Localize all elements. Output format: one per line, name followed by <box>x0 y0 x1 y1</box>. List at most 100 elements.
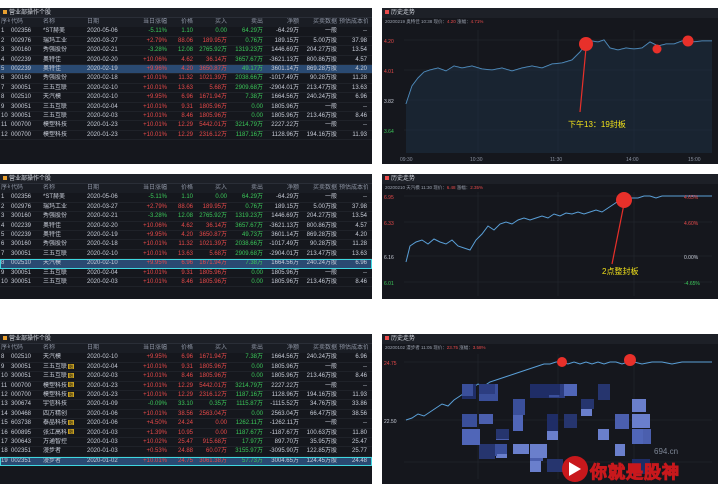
cell-n: 3 <box>0 212 10 220</box>
column-header[interactable]: 当日涨幅 <box>142 345 167 351</box>
table-row[interactable]: 4 002239 奥特佳 2020-02-20 +10.06% 4.62 36.14万 365… <box>0 222 372 231</box>
column-header[interactable]: 名称 <box>43 19 56 25</box>
table-row[interactable]: 17 300643 万通智控 2020-01-03 +10.02% 25.47 915.68… <box>0 438 372 448</box>
column-header[interactable]: 买入 <box>214 19 227 25</box>
table-row[interactable]: 15 603738 泰晶科技融 2020-01-06 +4.50% 24.24 0.00 12… <box>0 419 372 429</box>
table-row[interactable]: 11 000700 模塑科技 2020-01-23 +10.01% 12.29 5442.0… <box>0 121 372 131</box>
table-row[interactable]: 11 000700 模塑科技融 2020-01-23 +10.01% 12.29 5442.… <box>0 382 372 391</box>
cell-text: +10.01% <box>143 410 167 417</box>
table-row[interactable]: 9 300051 三五互联 2020-02-04 +10.01% 9.31 1805.96万… <box>0 103 372 112</box>
table-row[interactable]: 14 300468 四方精创 2020-01-06 +10.01% 38.56 2563.0… <box>0 410 372 420</box>
table-row[interactable]: 5 002239 奥特佳 2020-02-19 +9.95% 4.20 3650.87万 49… <box>0 231 372 241</box>
table-row[interactable]: 1 002356 *ST赫美 2020-05-06 -5.11% 1.10 0.00 64.2… <box>0 27 372 37</box>
table-row[interactable]: 10 300051 三五互联融 2020-02-03 +10.01% 8.46 1805.9… <box>0 372 372 382</box>
cell-text: 3650.87万 <box>199 231 227 238</box>
column-header[interactable]: 当日涨幅 <box>142 185 167 191</box>
table-row[interactable]: 9 300051 三五互联 2020-02-04 +10.01% 9.31 1805.96万… <box>0 269 372 278</box>
column-header[interactable]: 预估成本价 <box>339 19 368 25</box>
cell-text: 1805.96万 <box>199 103 227 110</box>
column-header[interactable]: 预估成本价 <box>339 345 368 351</box>
cell-text: 189.15万 <box>274 203 299 210</box>
cell-name: 瑞玛工业 <box>42 203 86 211</box>
column-header[interactable]: 卖出 <box>250 185 263 191</box>
table-row[interactable]: 4 002239 奥特佳 2020-02-20 +10.06% 4.62 36.14万 365… <box>0 56 372 65</box>
table-row[interactable]: 3 300160 秀强股份 2020-02-21 -3.28% 12.08 2765.92万… <box>0 46 372 56</box>
column-header[interactable]: 日期 <box>87 185 100 191</box>
column-header[interactable]: 序号 <box>1 19 10 25</box>
table-row[interactable]: 2 002976 瑞玛工业 2020-03-27 +2.79% 88.06 189.95万 0… <box>0 37 372 47</box>
cell-price: 12.08 <box>168 212 194 220</box>
table-row[interactable]: 2 002976 瑞玛工业 2020-03-27 +2.79% 88.06 189.95万 0… <box>0 203 372 213</box>
cell-sell: 17.97万 <box>228 438 264 446</box>
column-header[interactable]: 卖出 <box>250 345 263 351</box>
cell-text: 2020-01-03 <box>87 438 118 445</box>
cell-text: 000700 <box>11 382 32 389</box>
cell-text: 2020-03-27 <box>87 203 118 210</box>
column-header[interactable]: 日期 <box>87 345 100 351</box>
cell-text: -1115.52万 <box>270 401 299 408</box>
cell-text: -64.29万 <box>275 28 299 35</box>
table-row[interactable]: 3 300160 秀强股份 2020-02-21 -3.28% 12.08 2765.92万… <box>0 212 372 222</box>
cell-text: 13 <box>1 401 8 408</box>
column-header[interactable]: 代码 <box>11 185 24 191</box>
table-row[interactable]: 6 300160 秀强股份 2020-02-18 +10.01% 11.32 1021.39… <box>0 240 372 250</box>
cell-text: +10.01% <box>143 84 167 91</box>
table-row[interactable]: 10 300051 三五互联 2020-02-03 +10.01% 8.46 1805.96… <box>0 278 372 288</box>
cell-sell: 7.38万 <box>228 259 264 267</box>
column-header[interactable]: 名称 <box>43 345 56 351</box>
cell-text: 1187.16万 <box>235 391 263 398</box>
column-header[interactable]: 买入 <box>214 185 227 191</box>
cell-text: 2020-02-10 <box>87 250 118 257</box>
table-row[interactable]: 8 002510 天汽模 2020-02-10 +9.95% 6.96 1671.94万 7.… <box>0 353 372 363</box>
column-header[interactable]: 净额 <box>286 19 299 25</box>
cell-n: 10 <box>0 372 10 380</box>
column-header[interactable]: 卖出 <box>250 19 263 25</box>
table-row[interactable]: 8 002510 天汽模 2020-02-10 +9.95% 6.96 1671.94万 7.… <box>0 93 372 103</box>
cell-text: 2909.68万 <box>235 250 263 257</box>
table-row[interactable]: 12 000700 模塑科技 2020-01-23 +10.01% 12.29 2316.1… <box>0 131 372 141</box>
cell-text: 3657.67万 <box>235 222 263 229</box>
column-header[interactable]: 价格 <box>180 185 193 191</box>
table-row[interactable]: 7 300051 三五互联 2020-02-10 +10.01% 13.63 5.68万 29… <box>0 84 372 94</box>
cell-date: 2020-01-23 <box>86 382 130 390</box>
table-row[interactable]: 18 002351 漫步者 2020-01-03 +0.53% 24.88 60.07万 31… <box>0 447 372 457</box>
column-header[interactable]: 序号 <box>1 345 10 351</box>
table-row[interactable]: 6 300160 秀强股份 2020-02-18 +10.01% 11.32 1021.39… <box>0 74 372 84</box>
cell-chg: -3.28% <box>130 212 168 220</box>
column-header[interactable]: 日期 <box>87 19 100 25</box>
table-row[interactable]: 7 300051 三五互联 2020-02-10 +10.01% 13.63 5.68万 29… <box>0 250 372 260</box>
cell-text: 002510 <box>11 260 32 267</box>
table-row[interactable]: 9 300051 三五互联融 2020-02-04 +10.01% 9.31 1805.96… <box>0 363 372 373</box>
cell-text: *ST赫美 <box>43 194 66 201</box>
chart-annotation: 2点整封板 <box>602 267 639 276</box>
cell-price: 6.96 <box>168 259 194 267</box>
table-row[interactable]: 13 300674 宇信科技 2020-01-09 -0.09% 33.10 0.35万 11… <box>0 400 372 410</box>
column-header[interactable]: 价格 <box>180 19 193 25</box>
table-row[interactable]: 19 002351 漫步者 2020-01-02 +10.01% 24.75 3061.38… <box>0 456 372 467</box>
table-row[interactable]: 10 300051 三五互联 2020-02-03 +10.01% 8.46 1805.96… <box>0 112 372 122</box>
cell-chg: +2.79% <box>130 37 168 45</box>
table-row[interactable]: 16 600895 张江高科融 2020-01-03 +1.39% 10.95 0.00 11… <box>0 429 372 438</box>
table-row[interactable]: 8 002510 天汽模 2020-02-10 +9.95% 6.96 1671.94万 7.… <box>0 259 372 269</box>
cell-text: 秀强股份 <box>43 47 68 54</box>
column-header[interactable]: 价格 <box>180 345 193 351</box>
column-header[interactable]: 净额 <box>286 345 299 351</box>
column-header[interactable]: 代码 <box>11 345 24 351</box>
column-header[interactable]: 买卖数据 <box>312 345 337 351</box>
cell-price: 11.32 <box>168 74 194 82</box>
column-header[interactable]: 当日涨幅 <box>142 19 167 25</box>
cell-text: 0.00 <box>215 420 227 427</box>
table-row[interactable]: 12 000700 模塑科技融 2020-01-23 +10.01% 12.29 2316.… <box>0 391 372 401</box>
cell-net: 1664.56万 <box>264 93 300 101</box>
y-tick: 3.82 <box>384 99 394 105</box>
table-row[interactable]: 1 002356 *ST赫美 2020-05-06 -5.11% 1.10 0.00 64.2… <box>0 193 372 203</box>
column-header[interactable]: 预估成本价 <box>339 185 368 191</box>
column-header[interactable]: 买入 <box>214 345 227 351</box>
column-header[interactable]: 代码 <box>11 19 24 25</box>
table-row[interactable]: 5 002239 奥特佳 2020-02-19 +9.96% 4.20 3650.87万 49… <box>0 64 372 75</box>
column-header[interactable]: 买卖数据 <box>312 19 337 25</box>
column-header[interactable]: 买卖数据 <box>312 185 337 191</box>
column-header[interactable]: 名称 <box>43 185 56 191</box>
column-header[interactable]: 净额 <box>286 185 299 191</box>
column-header[interactable]: 序号 <box>1 185 10 191</box>
